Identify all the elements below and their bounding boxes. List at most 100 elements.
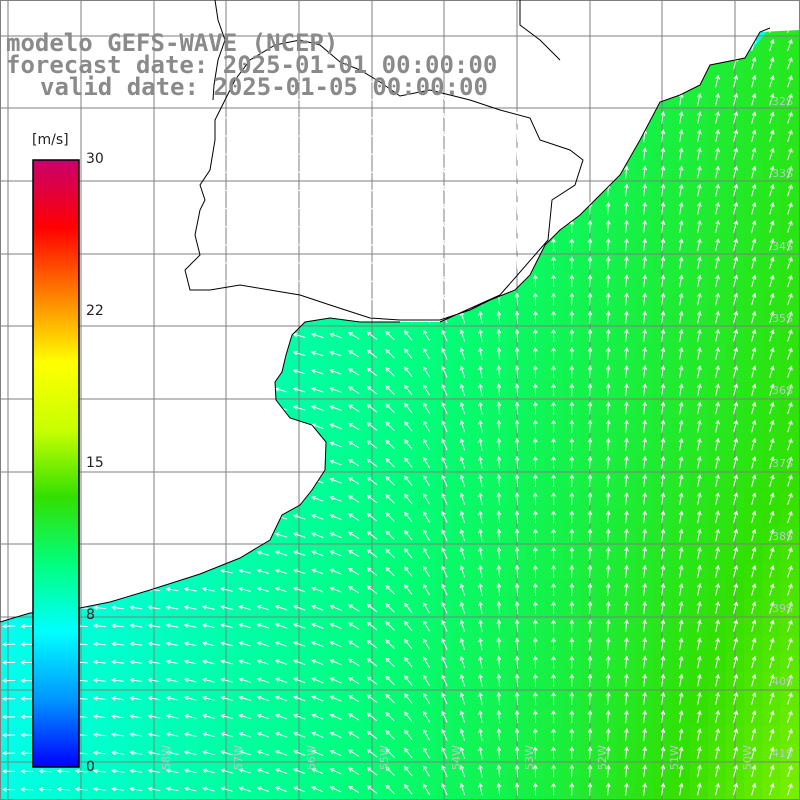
wind-arrow: [605, 709, 611, 723]
wind-arrow: [441, 438, 448, 451]
wind-arrow: [532, 691, 538, 705]
wind-arrow: [385, 221, 395, 232]
wind-arrow: [110, 768, 124, 774]
wind-arrow: [220, 659, 233, 665]
wind-arrow: [733, 692, 739, 705]
wind-arrow: [587, 637, 593, 651]
wind-arrow: [769, 183, 775, 197]
wind-arrow: [20, 787, 34, 792]
wind-arrow: [569, 619, 575, 633]
wind-arrow: [201, 586, 215, 592]
wind-arrow: [678, 238, 684, 251]
wind-arrow: [751, 111, 757, 124]
wind-arrow: [715, 474, 720, 487]
wind-arrow: [459, 274, 466, 288]
wind-arrow: [751, 492, 757, 506]
wind-arrow: [787, 782, 793, 796]
wind-arrow: [624, 728, 629, 742]
wind-arrow: [769, 710, 775, 723]
wind-arrow: [532, 746, 538, 760]
wind-arrow: [404, 293, 413, 305]
wind-arrow: [220, 677, 233, 683]
wind-arrow: [751, 274, 757, 288]
wind-arrow: [478, 111, 483, 124]
wind-arrow: [274, 151, 288, 157]
wind-arrow: [478, 546, 483, 560]
wind-arrow: [697, 655, 702, 669]
wind-arrow: [347, 440, 360, 449]
wind-arrow: [366, 476, 378, 486]
wind-arrow: [310, 405, 324, 411]
wind-arrow: [733, 710, 739, 723]
wind-arrow: [733, 619, 739, 633]
wind-arrow: [587, 510, 593, 524]
wind-arrow: [532, 600, 538, 615]
wind-arrow: [183, 695, 197, 701]
wind-arrow: [532, 219, 538, 233]
wind-arrow: [551, 274, 556, 288]
wind-arrow: [292, 278, 306, 284]
wind-arrow: [292, 568, 306, 575]
wind-arrow: [678, 619, 684, 633]
wind-arrow: [569, 256, 575, 270]
wind-arrow: [532, 655, 538, 669]
wind-arrow: [787, 438, 793, 451]
wind-arrow: [532, 437, 538, 451]
wind-arrow: [366, 149, 378, 159]
wind-arrow: [274, 731, 288, 738]
wind-arrow: [787, 510, 793, 524]
wind-arrow: [605, 510, 611, 524]
wind-arrow: [660, 582, 666, 596]
wind-arrow: [551, 746, 556, 760]
wind-arrow: [347, 731, 360, 739]
wind-arrow: [459, 583, 466, 596]
wind-arrow: [751, 764, 757, 778]
wind-arrow: [2, 787, 16, 792]
wind-arrow: [551, 564, 556, 578]
wind-arrow: [422, 728, 431, 741]
wind-arrow: [514, 619, 520, 633]
lat-label-34s: 34S: [772, 240, 793, 253]
wind-arrow: [129, 768, 143, 774]
wind-arrow: [385, 730, 395, 740]
wind-arrow: [569, 728, 575, 742]
wind-arrow: [459, 764, 466, 778]
wind-arrow: [220, 786, 233, 792]
wind-arrow: [697, 419, 702, 433]
wind-arrow: [274, 405, 288, 411]
wind-arrow: [751, 565, 757, 578]
wind-arrow: [733, 365, 739, 379]
wind-arrow: [532, 292, 538, 306]
wind-arrow: [605, 582, 611, 596]
wind-arrow: [459, 129, 466, 142]
colorbar-unit: [m/s]: [32, 132, 69, 148]
wind-arrow: [310, 60, 324, 66]
wind-arrow: [551, 619, 556, 633]
wind-arrow: [769, 365, 775, 378]
wind-arrow: [311, 568, 324, 575]
wind-arrow: [404, 711, 413, 723]
wind-arrow: [514, 473, 520, 488]
wind-arrow: [733, 292, 739, 306]
wind-arrow: [478, 238, 483, 251]
wind-arrow: [404, 148, 413, 160]
wind-arrow: [329, 495, 342, 502]
wind-arrow: [605, 292, 611, 306]
wind-arrow: [660, 691, 666, 705]
wind-arrow: [624, 310, 629, 324]
wind-arrow: [496, 455, 502, 469]
wind-arrow: [715, 74, 720, 88]
wind-arrow: [733, 637, 739, 651]
wind-arrow: [292, 151, 306, 157]
wind-arrow: [496, 510, 502, 524]
wind-arrow: [422, 220, 431, 233]
wind-arrow: [769, 746, 775, 760]
wind-arrow: [551, 383, 556, 397]
wind-arrow: [441, 728, 448, 741]
wind-arrow: [404, 729, 413, 741]
wind-arrow: [404, 457, 413, 468]
wind-arrow: [496, 437, 502, 451]
wind-arrow: [532, 237, 538, 252]
wind-arrow: [569, 564, 575, 578]
